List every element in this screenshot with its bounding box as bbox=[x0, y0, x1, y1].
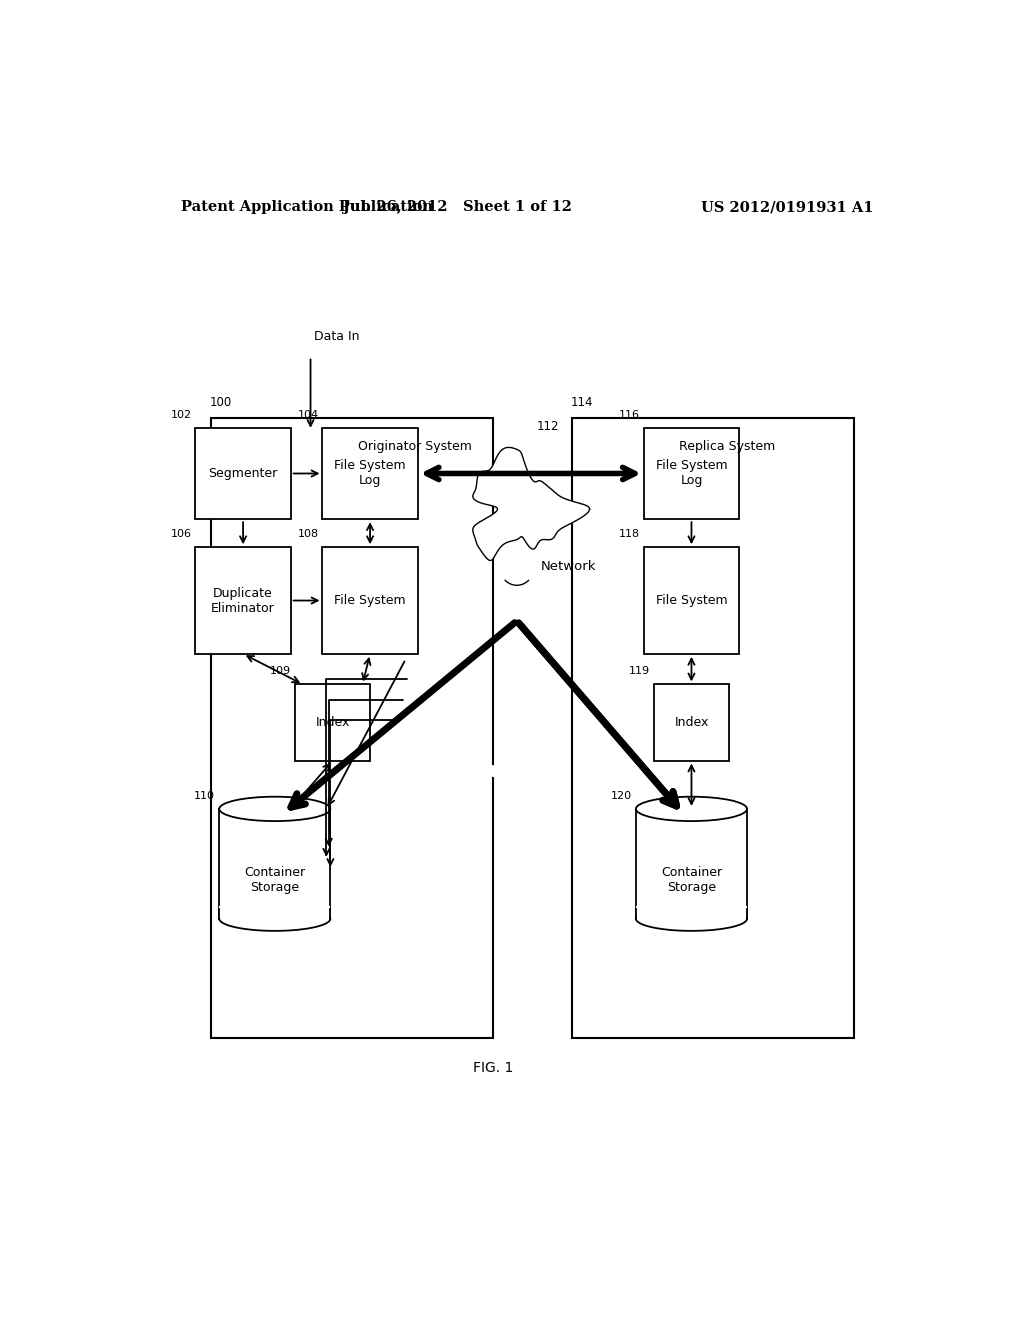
Bar bbox=[636, 907, 748, 920]
Text: Replica System: Replica System bbox=[680, 440, 776, 453]
Text: 116: 116 bbox=[618, 409, 640, 420]
Bar bbox=[572, 417, 854, 1038]
Ellipse shape bbox=[636, 797, 748, 821]
Bar bbox=[295, 684, 371, 760]
Text: Jul. 26, 2012   Sheet 1 of 12: Jul. 26, 2012 Sheet 1 of 12 bbox=[343, 201, 571, 214]
Text: Duplicate
Eliminator: Duplicate Eliminator bbox=[211, 586, 275, 615]
Bar bbox=[219, 907, 331, 920]
Text: Data In: Data In bbox=[314, 330, 360, 343]
Text: 106: 106 bbox=[170, 529, 191, 539]
Text: Patent Application Publication: Patent Application Publication bbox=[181, 201, 433, 214]
Text: 119: 119 bbox=[629, 667, 650, 676]
Bar bbox=[653, 684, 729, 760]
Text: File System
Log: File System Log bbox=[334, 459, 406, 487]
Text: 118: 118 bbox=[618, 529, 640, 539]
Bar bbox=[219, 809, 331, 919]
Text: Segmenter: Segmenter bbox=[209, 467, 278, 480]
Text: Container
Storage: Container Storage bbox=[245, 866, 305, 894]
Bar bbox=[211, 417, 494, 1038]
Text: 120: 120 bbox=[610, 791, 632, 801]
Text: 114: 114 bbox=[570, 396, 593, 409]
Text: Container
Storage: Container Storage bbox=[660, 866, 722, 894]
Text: File System: File System bbox=[655, 594, 727, 607]
Text: FIG. 1: FIG. 1 bbox=[473, 1061, 513, 1074]
Text: 100: 100 bbox=[210, 396, 232, 409]
Text: 108: 108 bbox=[297, 529, 318, 539]
Bar bbox=[323, 548, 418, 653]
Text: 104: 104 bbox=[297, 409, 318, 420]
Bar bbox=[644, 428, 739, 519]
Text: File System: File System bbox=[334, 594, 406, 607]
Text: 102: 102 bbox=[170, 409, 191, 420]
Text: Index: Index bbox=[674, 715, 709, 729]
Bar bbox=[644, 548, 739, 653]
Bar bbox=[636, 809, 748, 919]
Polygon shape bbox=[473, 447, 590, 561]
Text: Network: Network bbox=[541, 560, 596, 573]
Ellipse shape bbox=[219, 797, 331, 821]
Bar bbox=[196, 428, 291, 519]
Text: Originator System: Originator System bbox=[357, 440, 472, 453]
Text: 112: 112 bbox=[537, 420, 559, 433]
Text: Index: Index bbox=[315, 715, 350, 729]
Text: 110: 110 bbox=[195, 791, 215, 801]
Text: 109: 109 bbox=[270, 667, 291, 676]
Bar bbox=[196, 548, 291, 653]
Text: File System
Log: File System Log bbox=[655, 459, 727, 487]
Text: US 2012/0191931 A1: US 2012/0191931 A1 bbox=[701, 201, 873, 214]
Bar bbox=[323, 428, 418, 519]
